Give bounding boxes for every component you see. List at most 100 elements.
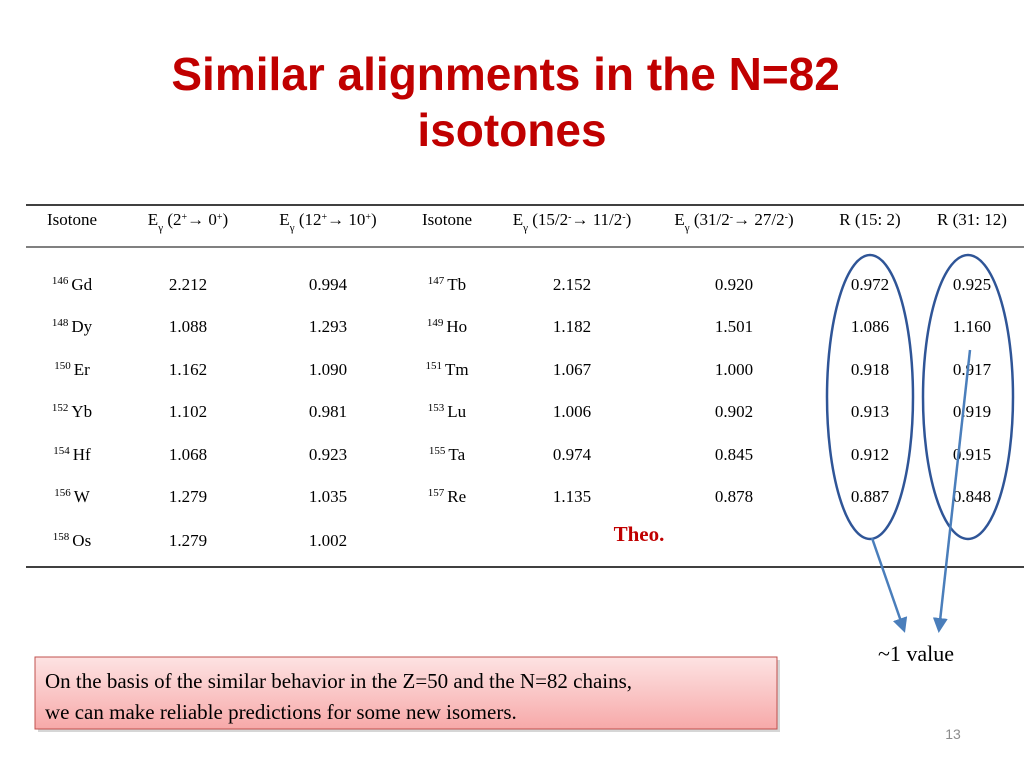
mass-number: 150 <box>54 360 71 372</box>
isotope-cell: 150 Er <box>54 360 90 379</box>
header-segment: R (31: 12) <box>937 210 1007 229</box>
mass-number: 147 <box>428 275 445 287</box>
value-cell: 1.035 <box>309 487 347 506</box>
header-segment: - <box>730 212 733 223</box>
isotope-cell: 155 Ta <box>429 445 466 464</box>
value-cell: 0.994 <box>309 275 348 294</box>
value-cell: 0.923 <box>309 445 347 464</box>
header-segment: → 10 <box>327 210 365 229</box>
header-cell: R (15: 2) <box>839 210 900 229</box>
value-cell: 0.848 <box>953 487 991 506</box>
value-cell: 1.182 <box>553 317 591 336</box>
isotope-cell: 148 Dy <box>52 317 93 336</box>
slide-title: Similar alignments in the N=82 isotones <box>171 48 852 156</box>
mass-number: 149 <box>427 317 444 329</box>
element-symbol: Os <box>72 531 91 550</box>
title-line: isotones <box>417 104 606 156</box>
value-cell: 0.902 <box>715 402 753 421</box>
header-segment: + <box>217 212 223 223</box>
value-cell: 1.279 <box>169 487 207 506</box>
header-segment: + <box>321 212 327 223</box>
value-cell: 1.162 <box>169 360 207 379</box>
element-symbol: Re <box>447 487 466 506</box>
value-cell: 0.974 <box>553 445 592 464</box>
value-cell: 0.972 <box>851 275 889 294</box>
element-symbol: Tm <box>445 360 469 379</box>
value-cell: 0.919 <box>953 402 991 421</box>
header-segment: Isotone <box>47 210 97 229</box>
value-cell: 1.088 <box>169 317 207 336</box>
header-segment: E <box>279 210 289 229</box>
value-cell: 0.878 <box>715 487 753 506</box>
element-symbol: Ho <box>446 317 467 336</box>
header-segment: γ <box>684 222 690 234</box>
header-segment: (15/2 <box>528 210 568 229</box>
arrow <box>932 349 972 633</box>
header-segment: ) <box>788 210 794 229</box>
isotope-cell: 152 Yb <box>52 402 92 421</box>
value-cell: 1.090 <box>309 360 347 379</box>
header-segment: (31/2 <box>690 210 730 229</box>
title-line: Similar alignments in the N=82 <box>171 48 839 100</box>
header-cell: R (31: 12) <box>937 210 1007 229</box>
value-cell: 1.068 <box>169 445 207 464</box>
header-segment: Isotone <box>422 210 472 229</box>
element-symbol: Ta <box>448 445 465 464</box>
header-segment: → 0 <box>187 210 217 229</box>
mass-number: 148 <box>52 317 69 329</box>
value-cell: 0.920 <box>715 275 753 294</box>
mass-number: 152 <box>52 402 69 414</box>
header-segment: ) <box>223 210 229 229</box>
header-segment: (2 <box>163 210 181 229</box>
value-cell: 1.067 <box>553 360 592 379</box>
isotope-cell: 146 Gd <box>52 275 93 294</box>
element-symbol: Hf <box>73 445 91 464</box>
value-cell: 1.135 <box>553 487 591 506</box>
header-segment: γ <box>522 222 528 234</box>
highlight-ellipse <box>825 253 915 541</box>
table: Isotone Eγ (2+→ 0+) Eγ (12+→ 10+) Isotone Eγ… <box>47 210 1007 550</box>
header-segment: E <box>148 210 158 229</box>
header-segment: - <box>622 212 625 223</box>
mass-number: 158 <box>53 531 70 543</box>
mass-number: 155 <box>429 445 446 457</box>
element-symbol: Lu <box>447 402 466 421</box>
element-symbol: Gd <box>71 275 92 294</box>
isotope-cell: 149 Ho <box>427 317 467 336</box>
header-cell: Eγ (15/2-→ 11/2-) <box>513 210 632 234</box>
value-cell: 1.002 <box>309 531 347 550</box>
mass-number: 157 <box>428 487 445 499</box>
value-cell: 0.925 <box>953 275 991 294</box>
value-cell: 1.279 <box>169 531 207 550</box>
value-cell: 1.006 <box>553 402 591 421</box>
value-cell: 2.212 <box>169 275 207 294</box>
value-cell: 1.293 <box>309 317 347 336</box>
approx-label: ~1 value <box>878 641 954 666</box>
theo-label: Theo. <box>614 522 665 546</box>
header-cell: Eγ (31/2-→ 27/2-) <box>674 210 793 234</box>
mass-number: 156 <box>54 487 71 499</box>
header-segment: E <box>513 210 523 229</box>
element-symbol: Yb <box>71 402 92 421</box>
value-cell: 0.918 <box>851 360 889 379</box>
element-symbol: Dy <box>71 317 92 336</box>
note-text: On the basis of the similar behavior in … <box>45 669 632 693</box>
page-number: 13 <box>945 726 961 742</box>
header-segment: - <box>568 212 571 223</box>
highlight-ellipse <box>921 253 1015 541</box>
value-cell: 0.912 <box>851 445 889 464</box>
value-cell: 1.086 <box>851 317 889 336</box>
header-segment: - <box>785 212 788 223</box>
mass-number: 154 <box>53 445 70 457</box>
value-cell: 0.917 <box>953 360 992 379</box>
isotope-cell: 151 Tm <box>425 360 468 379</box>
header-cell: Eγ (12+→ 10+) <box>279 210 376 234</box>
isotope-cell: 154 Hf <box>53 445 91 464</box>
value-cell: 1.102 <box>169 402 207 421</box>
header-segment: γ <box>289 222 295 234</box>
value-cell: 2.152 <box>553 275 591 294</box>
header-cell: Eγ (2+→ 0+) <box>148 210 228 234</box>
note-text: we can make reliable predictions for som… <box>45 700 517 724</box>
note-box <box>34 656 778 730</box>
